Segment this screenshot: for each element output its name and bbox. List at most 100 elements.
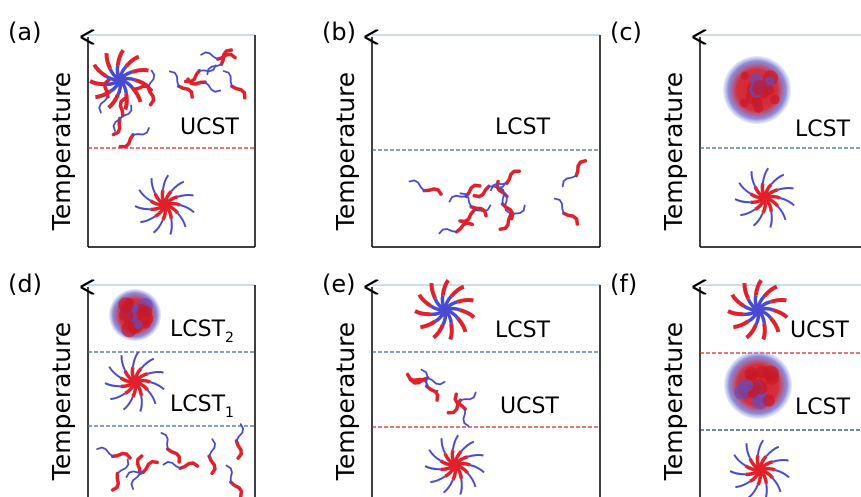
micelle-arm — [752, 171, 756, 186]
panel-label: (a) — [8, 18, 41, 46]
polymer-chain — [500, 215, 510, 229]
micelle-arm — [754, 213, 763, 226]
micelle-arm — [460, 479, 461, 495]
polymer-chain — [427, 386, 438, 400]
micelle-arm — [154, 220, 163, 233]
transition-label: LCST — [795, 395, 851, 420]
micelle-arm — [148, 390, 156, 404]
panel-label: (f) — [610, 270, 637, 298]
polymer-chain — [209, 439, 215, 456]
transition-name: LCST — [795, 395, 851, 420]
transition-name: LCST — [495, 115, 551, 140]
micelle-arm — [747, 443, 751, 458]
micelle-arm — [450, 324, 451, 340]
micelle-arm — [773, 478, 781, 492]
micelle-arm — [94, 65, 105, 76]
axis-label: Temperature — [659, 322, 688, 481]
micelle-arm — [122, 355, 126, 370]
micelle-arm — [133, 352, 138, 367]
polymer-chain — [209, 456, 215, 473]
polymer-chain — [474, 186, 489, 196]
transition-name: UCST — [790, 318, 849, 343]
polymer-chain — [170, 71, 179, 86]
micelle-arm — [133, 88, 141, 102]
micelle-arm — [770, 212, 771, 228]
axis-label: Temperature — [47, 72, 76, 231]
polymer-chain — [236, 441, 241, 458]
micelle-arm — [442, 438, 446, 453]
micelle-arm — [133, 70, 149, 72]
micelle-arm — [110, 393, 125, 399]
micelle-arm — [775, 470, 789, 477]
micelle-arm — [766, 447, 779, 457]
micelle-arm — [468, 455, 484, 457]
polymer-chain — [450, 196, 466, 202]
micelle-arm — [470, 465, 484, 472]
micelle-arm — [451, 287, 464, 297]
micelle-arm — [739, 183, 750, 194]
polymer-chain — [99, 97, 108, 113]
polymer-chain — [131, 473, 140, 489]
micelle-arm — [109, 95, 118, 108]
micelle-arm — [728, 311, 744, 314]
polymer-chain — [409, 180, 424, 190]
micelle-arm — [135, 206, 151, 209]
micelle-arm — [178, 195, 194, 197]
micelle-arm — [171, 182, 184, 192]
micelle-arm — [430, 476, 445, 482]
micelle-arm — [735, 481, 750, 487]
transition-label: LCST — [495, 318, 551, 343]
polymer-chain — [117, 460, 128, 474]
micelle-arm — [180, 205, 194, 212]
polymer-chain — [226, 466, 231, 483]
globule-core — [142, 320, 151, 329]
globule-core — [763, 394, 775, 406]
micelle-arm — [763, 168, 768, 183]
micelle-arm — [118, 50, 123, 65]
polymer-chain — [168, 449, 180, 462]
panel-label: (c) — [610, 18, 642, 46]
axis-label: Temperature — [331, 72, 360, 231]
panel-label: (e) — [322, 270, 356, 298]
polymer-chain — [201, 52, 218, 59]
micelle-arm — [460, 310, 474, 317]
transition-name: UCST — [500, 394, 559, 419]
micelle-arm — [730, 471, 746, 474]
micelle-arm — [105, 383, 121, 386]
micelle-arm — [140, 396, 141, 412]
polymer-chain — [564, 213, 578, 224]
polymer-chain — [143, 462, 157, 473]
micelle-arm — [420, 321, 435, 327]
micelle-arm — [139, 190, 150, 201]
transition-label: LCST2 — [170, 317, 234, 346]
transition-label: LCST — [495, 115, 551, 140]
polymer-chain — [97, 447, 113, 456]
micelle-arm — [763, 324, 764, 340]
micelle-arm — [468, 473, 476, 487]
globule-core — [744, 367, 758, 381]
micelle-arm — [749, 485, 758, 497]
polymer-chain — [563, 176, 577, 187]
globule-core — [134, 320, 143, 329]
micelle-arm — [429, 450, 440, 461]
polymer-chain — [555, 199, 564, 214]
transition-label: UCST — [180, 115, 239, 140]
micelle-arm — [178, 213, 186, 227]
micelle-arm — [458, 300, 474, 302]
polymer-chain — [428, 378, 445, 385]
globule-core — [740, 99, 749, 108]
polymer-chain — [205, 82, 220, 92]
micelle-arm — [735, 199, 751, 202]
polymer-chain — [231, 482, 242, 496]
micelle-arm — [90, 81, 106, 84]
polymer-chain — [507, 171, 519, 183]
micelle-arm — [107, 53, 111, 68]
micelle-arm — [419, 295, 430, 306]
micelle-arm — [425, 466, 441, 469]
polymer-chain — [180, 463, 197, 468]
figure: (a)TemperatureUCST(b)TemperatureLCST(c)T… — [0, 0, 861, 497]
globule-core — [770, 95, 780, 105]
transition-label: LCST1 — [170, 392, 234, 421]
micelle-arm — [150, 382, 164, 389]
polymer-chain — [460, 193, 471, 206]
